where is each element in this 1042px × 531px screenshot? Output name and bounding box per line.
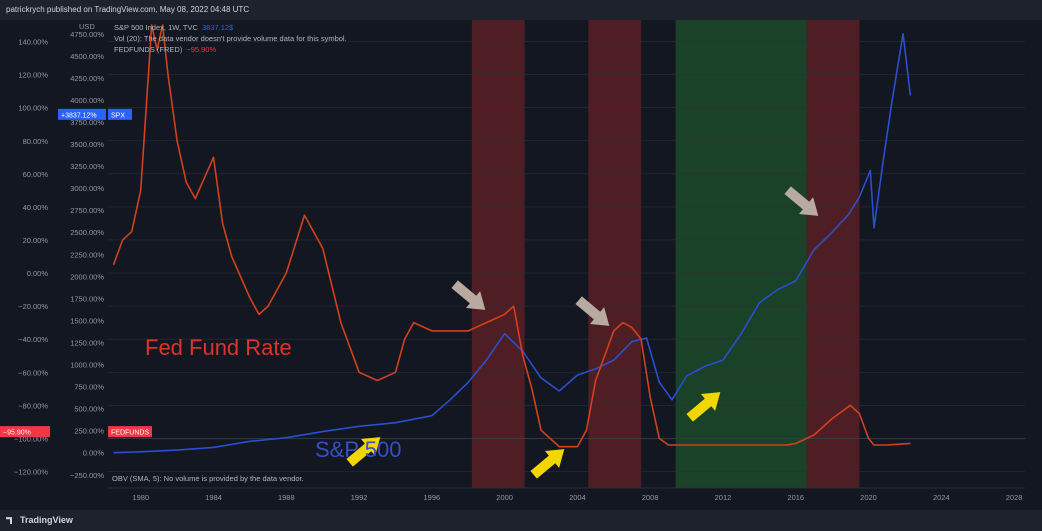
gray-arrow-icon: [784, 186, 819, 216]
right-axis-tick: 1500.00%: [70, 316, 104, 325]
price-chart[interactable]: 140.00% 120.00% 100.00% 80.00% 60.00% 40.00% 2…: [0, 20, 1042, 510]
right-axis-tick: −250.00%: [70, 471, 104, 480]
left-axis-tick: −20.00%: [18, 302, 48, 311]
yellow-arrow-icon: [530, 449, 565, 479]
publisher-text: patrickrych published on TradingView.com…: [6, 5, 250, 14]
x-axis-tick: 2008: [642, 493, 659, 502]
spx-legend-value: 3837.12$: [201, 23, 234, 32]
yellow-arrow-icon-shape: [346, 437, 381, 467]
x-axis-tick: 2016: [787, 493, 804, 502]
spx-series-line: [113, 33, 912, 454]
spx-symbol-badge: SPX: [111, 112, 125, 119]
spx-price-badge-bg: [58, 108, 106, 120]
x-axis-tick: 1980: [132, 493, 149, 502]
spx-price-badge: +3837.12%: [61, 112, 97, 119]
x-axis-tick: 2012: [715, 493, 732, 502]
highlight-band-red: [806, 20, 860, 488]
right-axis-tick: 750.00%: [74, 383, 104, 392]
left-axis-tick: 0.00%: [27, 269, 49, 278]
gray-arrow-icon-shape: [575, 296, 610, 326]
right-axis-tick: 3000.00%: [70, 184, 104, 193]
x-axis-tick: 1984: [205, 493, 222, 502]
right-axis-tick: 1750.00%: [70, 294, 104, 303]
x-axis-tick: 2000: [496, 493, 513, 502]
left-axis-tick: 60.00%: [23, 170, 49, 179]
x-axis-tick: 1996: [424, 493, 441, 502]
gray-arrow-icon-shape: [784, 186, 819, 216]
left-axis-tick: −100.00%: [14, 434, 48, 443]
yellow-arrow-icon-shape: [686, 392, 721, 422]
right-axis-tick: 0.00%: [83, 449, 105, 458]
gray-arrow-icon-shape: [451, 280, 486, 310]
right-axis-tick: 1000.00%: [70, 361, 104, 370]
footer-bar: TradingView: [0, 510, 1042, 531]
fed-symbol-badge-bg: [108, 426, 152, 438]
volume-legend: Vol (20): The data vendor doesn't provid…: [114, 34, 347, 43]
left-axis-tick: −40.00%: [18, 335, 48, 344]
x-axis-tick: 2004: [569, 493, 586, 502]
yellow-arrow-icon: [346, 437, 381, 467]
yellow-arrow-icon-shape: [530, 449, 565, 479]
right-axis-tick: 3500.00%: [70, 140, 104, 149]
spx-legend-title: S&P 500 Index, 1W, TVC: [114, 23, 198, 32]
left-axis-tick: 80.00%: [23, 137, 49, 146]
x-axis-tick: 2028: [1006, 493, 1023, 502]
right-axis-tick: 4750.00%: [70, 30, 104, 39]
x-axis-tick: 2024: [933, 493, 950, 502]
fed-legend-value: −95.90%: [186, 45, 217, 54]
fed-price-badge: −95.90%: [3, 430, 31, 437]
right-axis-tick: 2750.00%: [70, 206, 104, 215]
sp500-annotation: S&P 500: [315, 437, 402, 462]
price-scale-bg: [0, 20, 106, 488]
fed-legend-title: FEDFUNDS (FRED): [114, 45, 183, 54]
left-axis-tick: 100.00%: [18, 104, 48, 113]
fed-symbol-badge: FEDFUNDS: [111, 430, 149, 437]
left-axis-tick: 20.00%: [23, 236, 49, 245]
right-axis-tick: 500.00%: [74, 405, 104, 414]
chart-legend: S&P 500 Index, 1W, TVC 3837.12$ Vol (20):…: [114, 22, 347, 55]
left-axis-tick: −120.00%: [14, 467, 48, 476]
left-axis-tick: −60.00%: [18, 368, 48, 377]
currency-label: USD: [79, 22, 95, 31]
right-axis-tick: 2500.00%: [70, 228, 104, 237]
right-axis-tick: 4500.00%: [70, 52, 104, 61]
highlight-band-red: [471, 20, 525, 488]
obv-legend: OBV (SMA, 5): No volume is provided by t…: [112, 474, 304, 483]
tradingview-brand: TradingView: [20, 515, 73, 525]
right-axis-tick: 4000.00%: [70, 96, 104, 105]
highlight-band-red: [588, 20, 642, 488]
right-axis-tick: 250.00%: [74, 427, 104, 436]
tradingview-logo: TradingView: [6, 510, 73, 531]
gray-arrow-icon: [575, 296, 610, 326]
right-axis-tick: 3250.00%: [70, 162, 104, 171]
x-axis-tick: 2020: [860, 493, 877, 502]
publisher-bar: patrickrych published on TradingView.com…: [0, 0, 1042, 20]
fedfunds-series-line: [112, 24, 911, 448]
right-axis-tick: 1250.00%: [70, 338, 104, 347]
left-axis-tick: 120.00%: [18, 71, 48, 80]
right-axis-tick: 4250.00%: [70, 74, 104, 83]
gray-arrow-icon: [451, 280, 486, 310]
x-axis-tick: 1992: [351, 493, 368, 502]
x-axis-tick: 1988: [278, 493, 295, 502]
fed-price-badge-bg: [0, 426, 50, 438]
left-axis-tick: 40.00%: [23, 203, 49, 212]
yellow-arrow-icon: [686, 392, 721, 422]
left-axis-tick: −80.00%: [18, 401, 48, 410]
fed-fund-rate-annotation: Fed Fund Rate: [145, 335, 292, 360]
right-axis-tick: 2000.00%: [70, 272, 104, 281]
tradingview-logo-icon: [6, 517, 12, 525]
spx-symbol-badge-bg: [108, 108, 132, 120]
left-axis-tick: 140.00%: [18, 38, 48, 47]
right-axis-tick: 3750.00%: [70, 118, 104, 127]
right-axis-tick: 2250.00%: [70, 250, 104, 259]
